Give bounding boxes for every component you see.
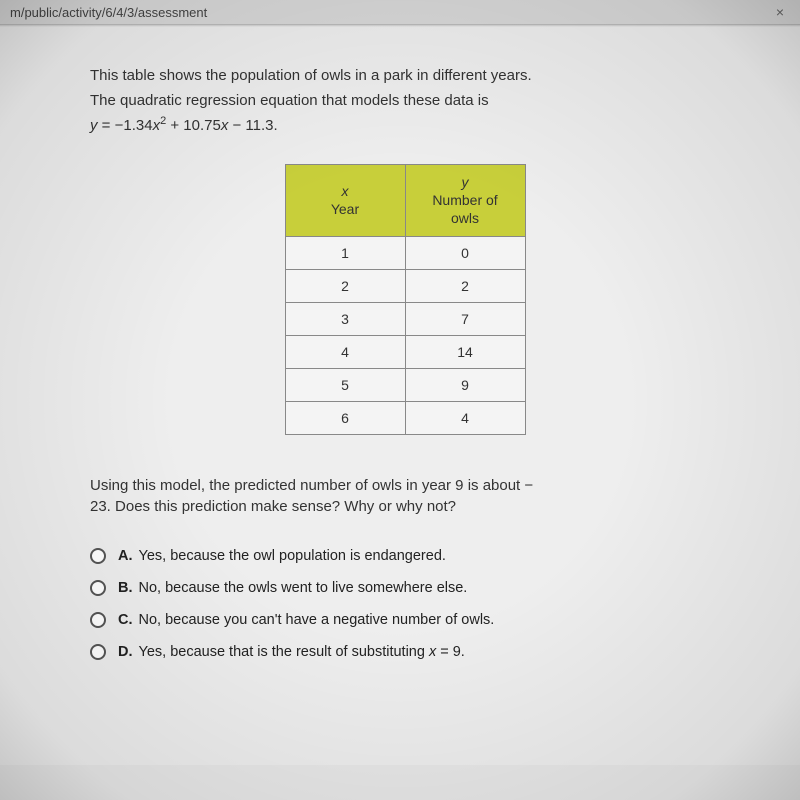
equation: y = −1.34x2 + 10.75x − 11.3. <box>90 115 720 134</box>
radio-icon[interactable] <box>90 612 106 628</box>
table-header-row: x Year y Number of owls <box>285 165 525 237</box>
close-icon[interactable]: × <box>770 4 790 20</box>
choice-text: C.No, because you can't have a negative … <box>118 612 494 628</box>
radio-icon[interactable] <box>90 548 106 564</box>
choice-a[interactable]: A.Yes, because the owl population is end… <box>90 548 720 564</box>
table-row: 10 <box>285 236 525 269</box>
choice-b[interactable]: B.No, because the owls went to live some… <box>90 580 720 596</box>
choice-c[interactable]: C.No, because you can't have a negative … <box>90 612 720 628</box>
question-line-2: The quadratic regression equation that m… <box>90 90 720 111</box>
radio-icon[interactable] <box>90 580 106 596</box>
question-line-1: This table shows the population of owls … <box>90 65 720 86</box>
sub-question: Using this model, the predicted number o… <box>90 475 720 519</box>
choice-text: D.Yes, because that is the result of sub… <box>118 644 465 660</box>
table-row: 64 <box>285 401 525 434</box>
table-row: 414 <box>285 335 525 368</box>
url-bar: m/public/activity/6/4/3/assessment × <box>0 0 800 25</box>
table-row: 37 <box>285 302 525 335</box>
choice-text: B.No, because the owls went to live some… <box>118 580 467 596</box>
data-table: x Year y Number of owls 10 22 37 414 59 … <box>285 164 526 435</box>
choice-d[interactable]: D.Yes, because that is the result of sub… <box>90 644 720 660</box>
content-area: This table shows the population of owls … <box>0 25 800 765</box>
choice-text: A.Yes, because the owl population is end… <box>118 548 446 564</box>
url-path: m/public/activity/6/4/3/assessment <box>10 5 207 20</box>
table-row: 59 <box>285 368 525 401</box>
col-header-x: x Year <box>285 165 405 237</box>
radio-icon[interactable] <box>90 644 106 660</box>
table-body: 10 22 37 414 59 64 <box>285 236 525 434</box>
col-header-y: y Number of owls <box>405 165 525 237</box>
choices: A.Yes, because the owl population is end… <box>90 548 720 660</box>
table-row: 22 <box>285 269 525 302</box>
